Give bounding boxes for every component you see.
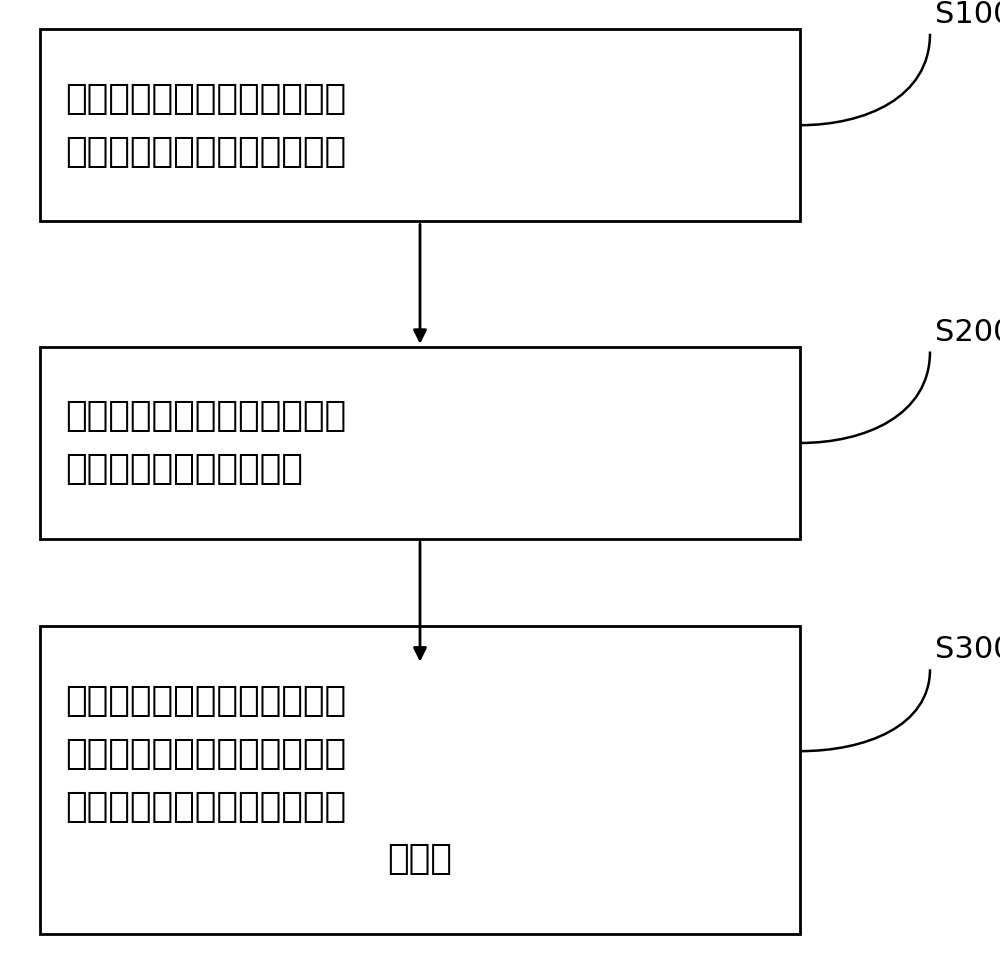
FancyBboxPatch shape xyxy=(40,29,800,221)
Text: S100: S100 xyxy=(935,0,1000,29)
FancyBboxPatch shape xyxy=(40,347,800,539)
Text: 第二速率淀积第二氢化非晶硅: 第二速率淀积第二氢化非晶硅 xyxy=(65,737,346,770)
Text: 于所述第一氢化非晶硅层上以: 于所述第一氢化非晶硅层上以 xyxy=(65,684,346,717)
Text: 位于所述栅极上的栅极绝缘层: 位于所述栅极上的栅极绝缘层 xyxy=(65,135,346,169)
Text: S200: S200 xyxy=(935,318,1000,347)
Text: 率淀积第一氢化非晶硅层: 率淀积第一氢化非晶硅层 xyxy=(65,453,303,486)
Text: 于所述栅极绝缘层上以第一速: 于所述栅极绝缘层上以第一速 xyxy=(65,400,346,433)
Text: 于基板上依次形成栅极、以及: 于基板上依次形成栅极、以及 xyxy=(65,82,346,116)
Text: 层，所述第二速率大于所述第: 层，所述第二速率大于所述第 xyxy=(65,790,346,823)
FancyBboxPatch shape xyxy=(40,626,800,934)
Text: 一速率: 一速率 xyxy=(388,843,452,876)
Text: S300: S300 xyxy=(935,636,1000,664)
